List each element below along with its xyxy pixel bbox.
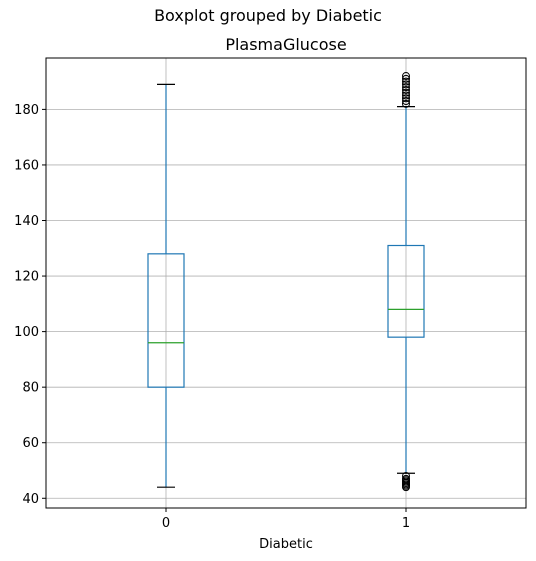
- y-tick-label: 160: [14, 158, 39, 173]
- outlier-point: [402, 88, 410, 97]
- outlier-point: [402, 94, 410, 103]
- outlier-point: [402, 72, 410, 81]
- box-0: [147, 83, 185, 488]
- y-tick-label: 40: [22, 492, 39, 507]
- y-tick-label: 180: [14, 103, 39, 118]
- outlier-point: [402, 99, 410, 108]
- outlier-point: [402, 74, 410, 83]
- outlier-point: [402, 85, 410, 94]
- outlier-point: [402, 77, 410, 86]
- y-tick-label: 120: [14, 270, 39, 285]
- box-iqr: [147, 253, 185, 388]
- box-iqr: [387, 244, 425, 338]
- x-axis-label: Diabetic: [259, 537, 313, 552]
- outlier-point: [402, 97, 410, 106]
- y-tick-label: 60: [22, 436, 39, 451]
- y-tick-label: 80: [22, 381, 39, 396]
- outlier-point: [402, 472, 410, 481]
- chart-title: PlasmaGlucose: [225, 35, 346, 54]
- box-1: [387, 72, 425, 492]
- outlier-point: [402, 91, 410, 100]
- outlier-point: [402, 83, 410, 92]
- outlier-point: [402, 474, 410, 483]
- grid-lines: [46, 58, 526, 508]
- figure-suptitle: Boxplot grouped by Diabetic: [154, 6, 382, 25]
- outlier-point: [402, 80, 410, 89]
- y-tick-label: 140: [14, 214, 39, 229]
- y-axis-ticks: 40 60 80 100 120 140 160 180: [14, 103, 46, 507]
- x-tick-label: 1: [402, 516, 410, 531]
- y-tick-label: 100: [14, 325, 39, 340]
- plot-frame: [45, 57, 527, 509]
- x-tick-label: 0: [162, 516, 170, 531]
- boxes-group: [147, 72, 425, 492]
